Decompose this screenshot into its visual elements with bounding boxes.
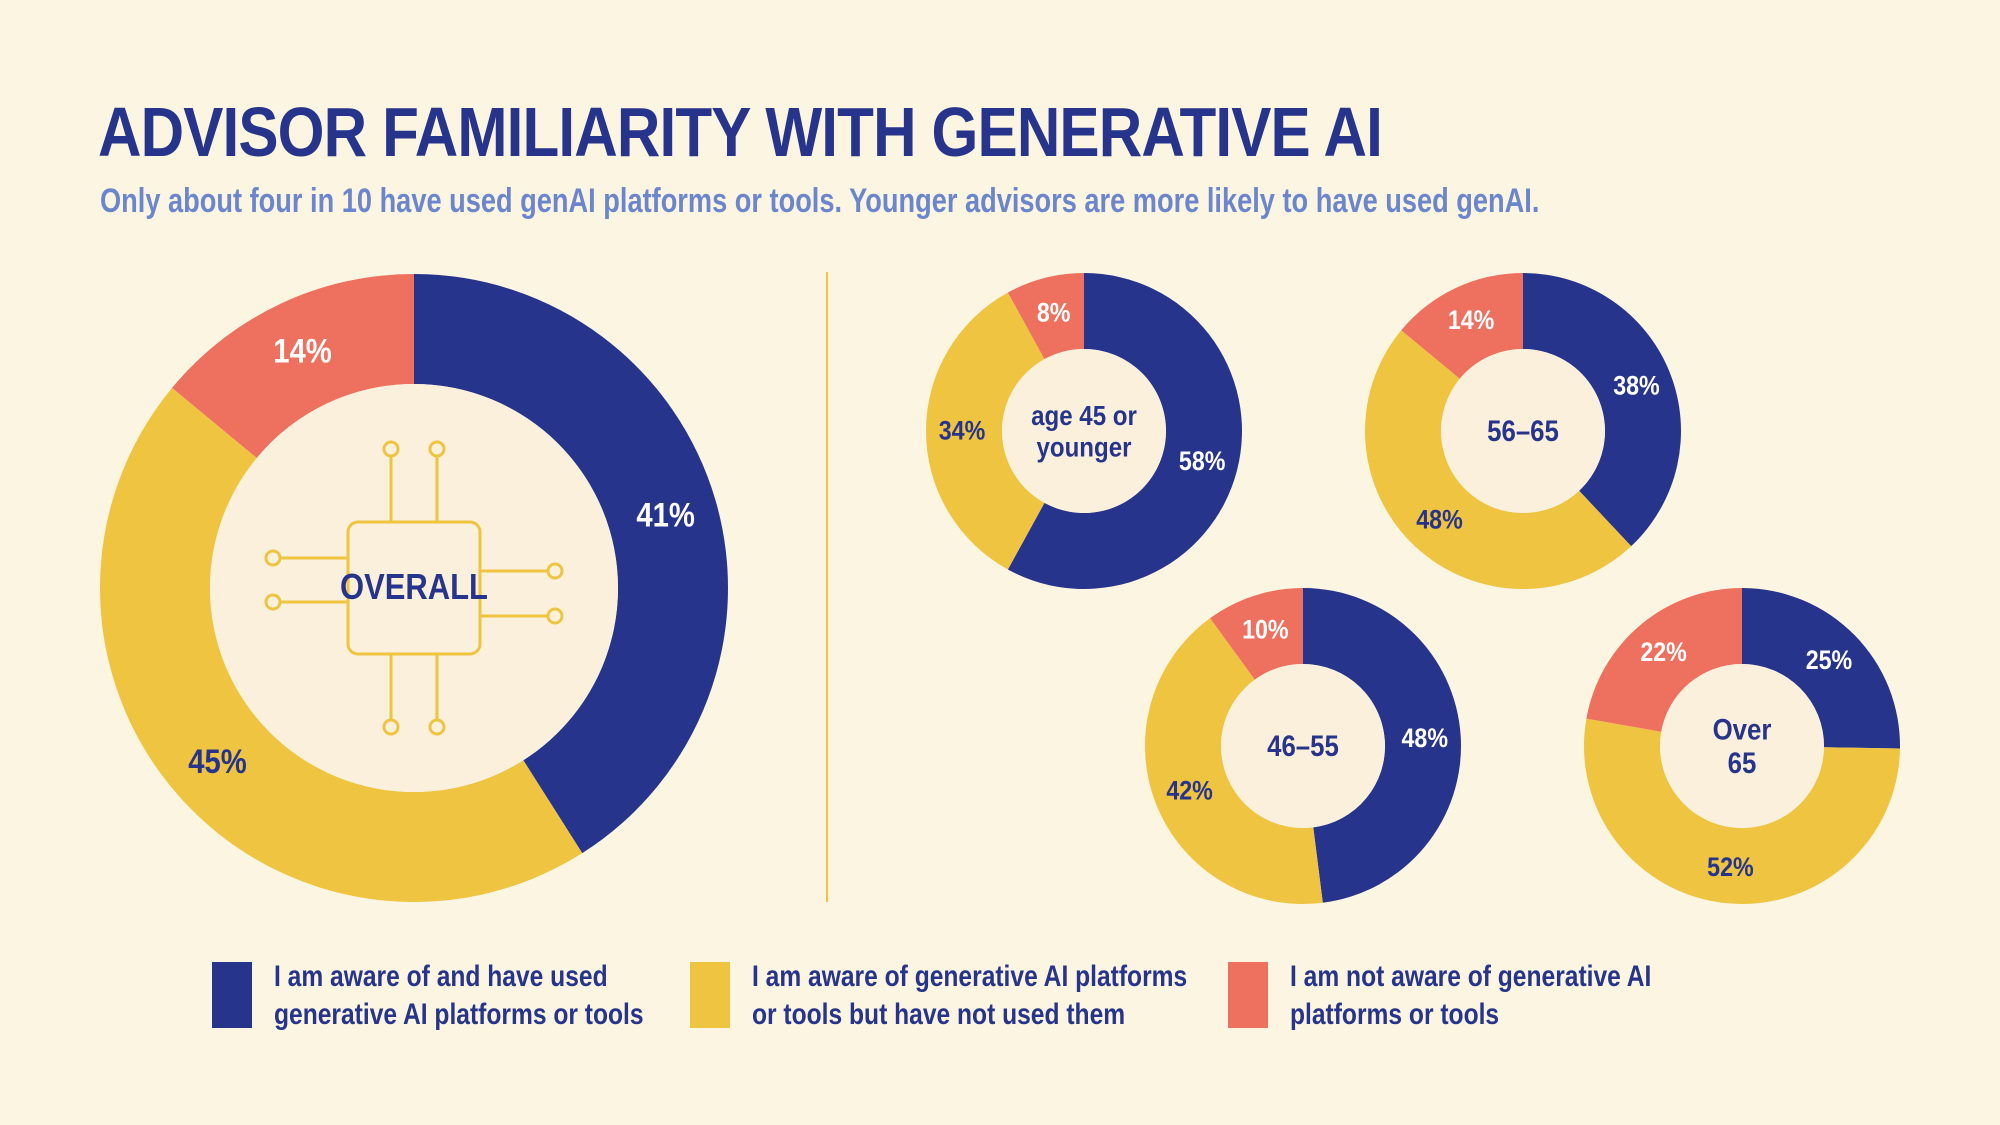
data-label-age56-used: 38% [1613, 371, 1659, 401]
data-label-age56-not-aware: 14% [1448, 306, 1494, 336]
data-label-over65-aware-not-used: 52% [1707, 852, 1753, 882]
legend-item-not-aware: I am not aware of generative AI platform… [1228, 958, 1731, 1034]
page-subtitle: Only about four in 10 have used genAI pl… [100, 182, 1540, 220]
slice-age56-not-aware [1401, 273, 1523, 379]
legend-swatch-not-aware [1228, 962, 1268, 1028]
slice-overall-not-aware [172, 274, 414, 458]
donut-hole-overall [210, 384, 618, 792]
legend-label-not-aware-line2: platforms or tools [1290, 998, 1500, 1031]
data-label-age45-not-aware: 8% [1037, 298, 1071, 328]
data-label-age56-aware-not-used: 48% [1416, 505, 1462, 535]
data-label-age45-used: 58% [1179, 446, 1225, 476]
legend-label-aware-not-used-line2: or tools but have not used them [752, 998, 1126, 1031]
slice-age56-used [1522, 273, 1681, 547]
legend-item-aware-not-used: I am aware of generative AI platforms or… [690, 958, 1283, 1034]
legend-label-used-line1: I am aware of and have used [274, 960, 608, 993]
center-label-age56-0: 56–65 [1487, 414, 1559, 447]
data-label-overall-aware-not-used: 45% [188, 742, 246, 781]
center-label-over65-0: Over [1713, 713, 1772, 746]
legend-swatch-aware-not-used [690, 962, 730, 1028]
donut-age46: 48% 42% 10% 46–55 [1145, 588, 1462, 904]
donut-hole-over65 [1660, 664, 1824, 828]
slice-age45-aware-not-used [925, 292, 1045, 570]
slice-age45-used [1007, 273, 1242, 589]
data-label-age46-aware-not-used: 42% [1166, 776, 1212, 806]
center-label-over65-1: 65 [1728, 746, 1757, 779]
legend-label-used-line2: generative AI platforms or tools [274, 998, 644, 1031]
slice-overall-used [414, 274, 729, 854]
data-label-over65-not-aware: 22% [1640, 638, 1686, 668]
data-label-age46-used: 48% [1402, 723, 1448, 753]
data-label-age46-not-aware: 10% [1242, 615, 1288, 645]
center-label-age45-1: younger [1037, 431, 1132, 463]
slice-age56-aware-not-used [1365, 330, 1632, 589]
donut-hole-age56 [1441, 349, 1605, 513]
donut-overall: 41% 45% 14% OVERALL [99, 274, 729, 903]
slice-over65-aware-not-used [1584, 718, 1900, 905]
slice-age45-not-aware [1007, 273, 1084, 360]
data-label-age45-aware-not-used: 34% [939, 416, 985, 446]
donut-hole-age45 [1002, 349, 1166, 513]
slice-over65-used [1742, 588, 1900, 749]
slice-age46-used [1303, 588, 1462, 903]
slice-age46-aware-not-used [1145, 618, 1323, 904]
slice-age46-not-aware [1210, 588, 1303, 680]
legend-label-not-aware-line1: I am not aware of generative AI [1290, 960, 1652, 993]
section-divider [826, 272, 828, 902]
slice-over65-not-aware [1586, 588, 1742, 732]
slice-overall-aware-not-used [99, 387, 583, 903]
legend-label-aware-not-used-line1: I am aware of generative AI platforms [752, 960, 1188, 993]
legend-swatch-used [212, 962, 252, 1028]
donut-hole-age46 [1221, 664, 1385, 828]
data-label-overall-used: 41% [636, 496, 694, 535]
legend-item-used: I am aware of and have used generative A… [212, 958, 725, 1034]
center-label-overall-0: OVERALL [340, 568, 488, 608]
donut-age56: 38% 48% 14% 56–65 [1365, 273, 1681, 589]
center-label-age46-0: 46–55 [1267, 729, 1339, 762]
circuit-chip-icon [264, 440, 564, 736]
data-label-over65-used: 25% [1806, 645, 1852, 675]
data-label-overall-not-aware: 14% [273, 332, 331, 371]
page-title: ADVISOR FAMILIARITY WITH GENERATIVE AI [98, 93, 1383, 171]
center-label-age45-0: age 45 or [1031, 399, 1137, 431]
